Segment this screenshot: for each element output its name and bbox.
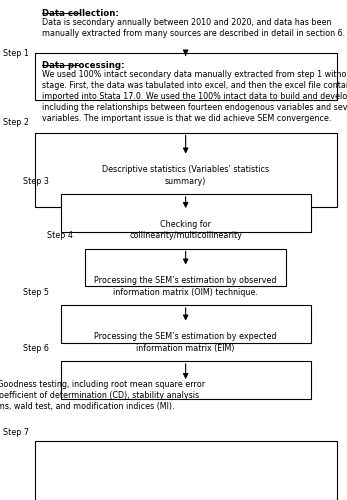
Text: Processing the SEM’s estimation by observed
information matrix (OIM) technique.: Processing the SEM’s estimation by obser…: [94, 276, 277, 296]
Text: Step 3: Step 3: [23, 177, 49, 186]
Bar: [35, 441, 337, 500]
Bar: [61, 361, 311, 399]
Text: Step 7: Step 7: [3, 428, 29, 437]
Text: Checking for
collinearity/multicollinearity: Checking for collinearity/multicollinear…: [129, 220, 242, 240]
Bar: [35, 132, 337, 206]
Bar: [61, 305, 311, 343]
Text: Step 6: Step 6: [23, 344, 49, 353]
Text: Data collection:: Data collection:: [42, 9, 119, 18]
Text: Data is secondary annually between 2010 and 2020, and data has been
manually ext: Data is secondary annually between 2010 …: [42, 18, 345, 38]
Text: Testing five steps of SEM’s Fit Goodness testing, including root mean square err: Testing five steps of SEM’s Fit Goodness…: [0, 380, 206, 411]
Bar: [85, 248, 286, 286]
Text: Step 2: Step 2: [3, 118, 29, 127]
Text: We used 100% intact secondary data manually extracted from step 1 without any pr: We used 100% intact secondary data manua…: [42, 70, 347, 124]
Bar: [61, 194, 311, 232]
Text: Step 1: Step 1: [3, 49, 29, 58]
Text: Data processing:: Data processing:: [42, 61, 124, 70]
Text: Processing the SEM’s estimation by expected
information matrix (EIM): Processing the SEM’s estimation by expec…: [94, 332, 277, 352]
Text: Step 4: Step 4: [47, 232, 73, 240]
Text: Step 5: Step 5: [23, 288, 49, 297]
Bar: [35, 52, 337, 100]
Text: Descriptive statistics (Variables’ statistics
summary): Descriptive statistics (Variables’ stati…: [102, 166, 269, 186]
